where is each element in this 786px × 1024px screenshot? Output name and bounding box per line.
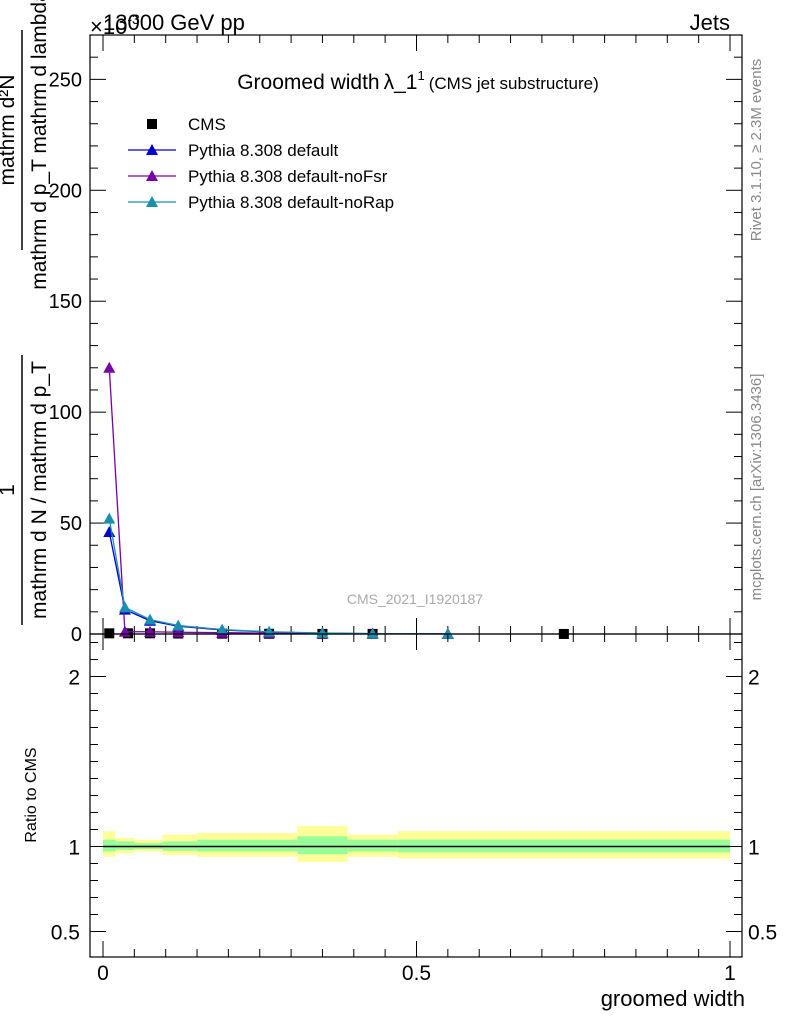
ratio-panel: 0.5 0.5 1 1 2 2 0 0.5 1 (51, 633, 777, 985)
ratio-ytick-label-right: 0.5 (748, 922, 777, 945)
series-line (108, 531, 448, 635)
legend-label: Pythia 8.308 default (188, 141, 339, 160)
y-exponent-power: -3 (127, 11, 140, 27)
main-ytick-label: 200 (49, 180, 82, 202)
main-panel: 0 50 100 150 200 250 (49, 34, 743, 646)
legend-marker-mc (146, 170, 158, 181)
title-main: Groomed width (237, 71, 379, 94)
main-ytick-label: 150 (49, 291, 82, 313)
ratio-band-inner (347, 839, 398, 852)
ratio-ytick-label: 1 (68, 837, 80, 860)
main-ytick-label: 50 (60, 513, 82, 535)
title-subtitle: (CMS jet substructure) (429, 74, 599, 93)
data-point-mc (172, 619, 185, 631)
legend-marker-cms (147, 119, 157, 129)
ratio-ytick-label: 2 (68, 667, 80, 690)
watermark: CMS_2021_I1920187 (347, 591, 483, 607)
ratio-band-inner (103, 839, 116, 852)
data-point-cms (104, 628, 115, 639)
ratio-y-axis-label: Ratio to CMS (23, 747, 40, 842)
ratio-xtick-label: 1 (724, 962, 736, 985)
ylabel-denominator: mathrm d N / mathrm d p_T (28, 361, 51, 619)
legend-marker-mc (146, 144, 158, 155)
header-left: 13000 GeV pp (103, 10, 245, 35)
legend: CMS Pythia 8.308 default Pythia 8.308 defa… (128, 115, 394, 212)
legend-label: Pythia 8.308 default-noRap (188, 193, 394, 212)
ratio-band-inner (297, 836, 348, 855)
plot-title: Groomed width λ_11 (CMS jet substructure) (237, 68, 599, 94)
title-lambda: λ_1 (384, 71, 418, 94)
title-superscript: 1 (417, 68, 424, 83)
data-point-mc (118, 601, 131, 613)
legend-label: Pythia 8.308 default-noFsr (188, 167, 388, 186)
main-ytick-label: 100 (49, 402, 82, 424)
main-y-axis-label: 1 mathrm d N / mathrm d p_T mathrm d²N m… (0, 0, 51, 625)
ratio-ytick-label-right: 1 (748, 837, 760, 860)
legend-marker-mc (146, 196, 158, 207)
ratio-xtick-label: 0.5 (402, 962, 431, 985)
series-line (108, 518, 448, 635)
x-axis-label: groomed width (601, 986, 745, 1011)
data-point-mc (216, 623, 229, 635)
data-point-mc (144, 613, 157, 625)
ratio-band-inner (115, 841, 135, 850)
main-ytick-label: 0 (71, 624, 82, 646)
rivet-label: Rivet 3.1.10, ≥ 2.3M events (748, 59, 765, 242)
legend-label: CMS (188, 115, 226, 134)
data-point-mc (441, 627, 454, 639)
ratio-ytick-label: 0.5 (51, 922, 80, 945)
ratio-frame (89, 633, 743, 958)
ylabel-numerator: 1 (0, 484, 19, 496)
mcplots-label: mcplots.cern.ch [arXiv:1306.3436] (748, 374, 765, 601)
ylabel-right-denominator: mathrm d p_T mathrm d lambda (28, 0, 51, 290)
data-point-mc (103, 361, 116, 373)
ratio-ytick-label-right: 2 (748, 667, 760, 690)
header-right: Jets (690, 10, 730, 35)
data-point-mc (103, 512, 116, 524)
data-point-mc (103, 525, 116, 537)
ylabel-right-numerator: mathrm d²N (0, 75, 19, 186)
ratio-xtick-label: 0 (97, 962, 109, 985)
data-point-mc (316, 627, 329, 639)
ratio-band-inner (197, 839, 298, 852)
main-ytick-label: 250 (49, 69, 82, 91)
data-point-mc (366, 627, 379, 639)
